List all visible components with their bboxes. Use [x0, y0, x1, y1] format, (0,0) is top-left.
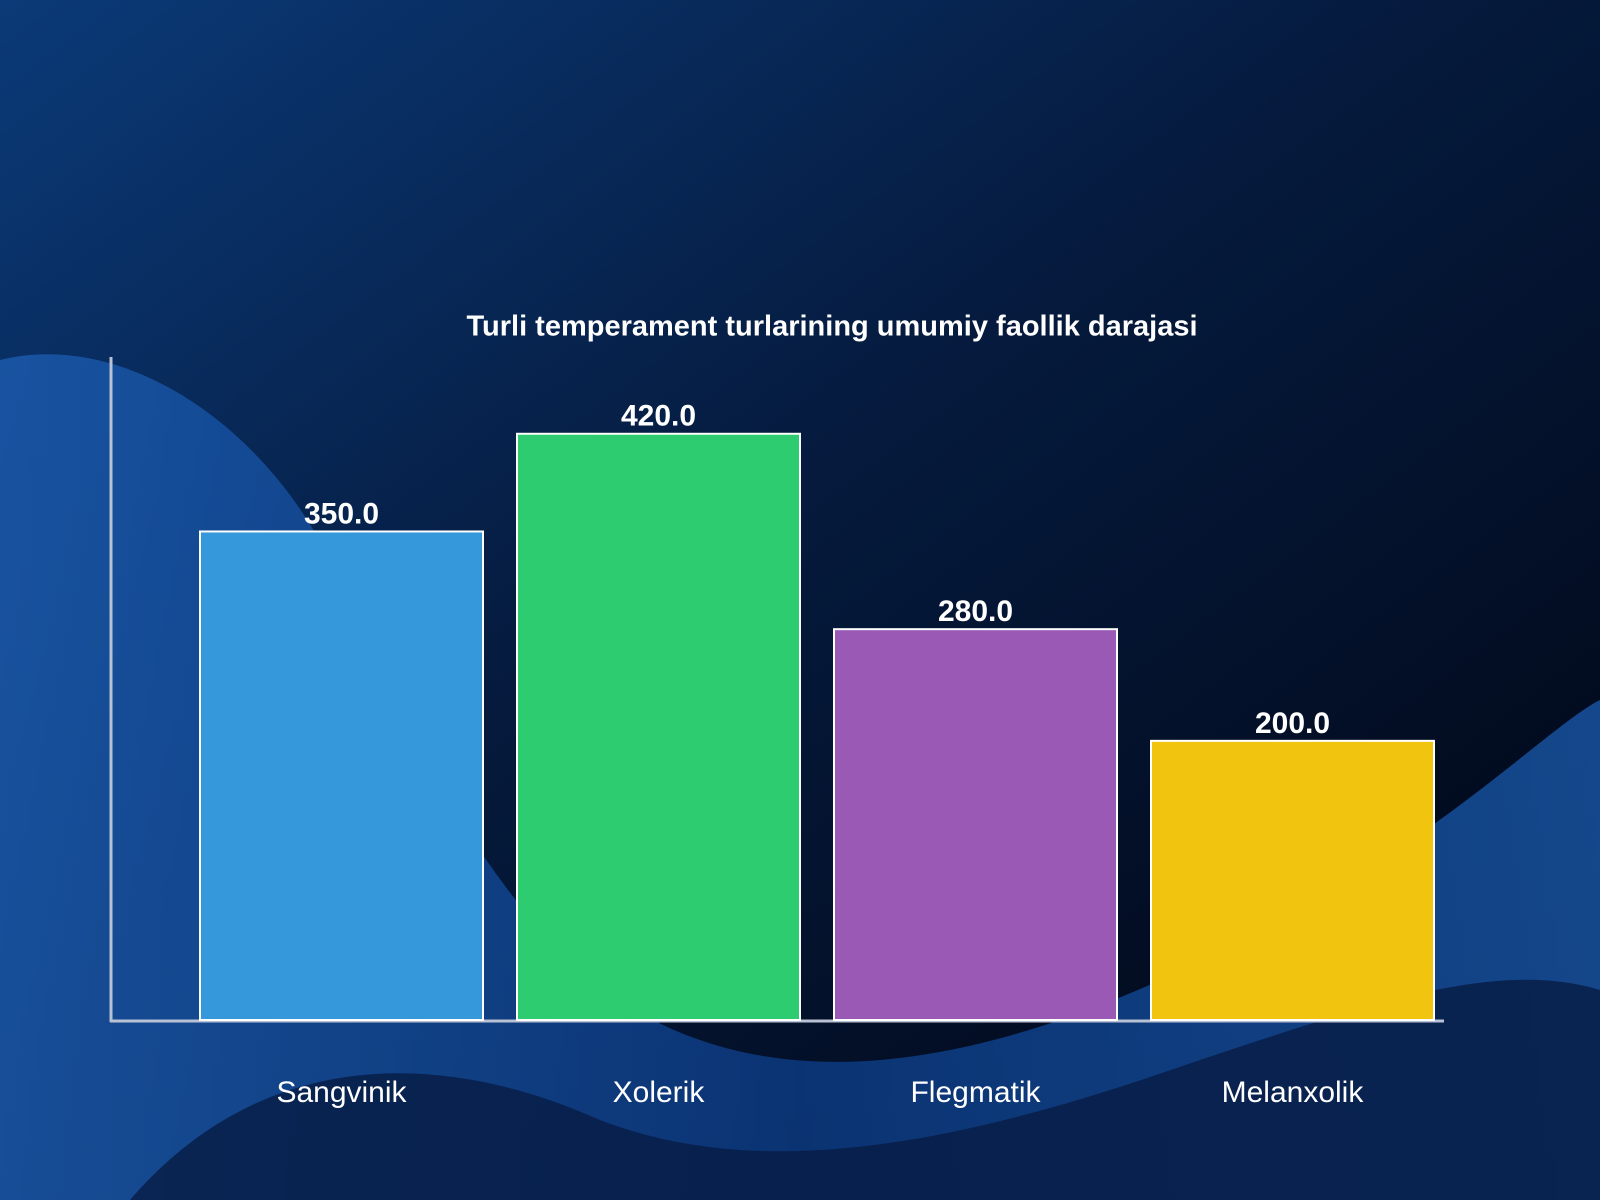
x-tick-label: Melanxolik [1222, 1076, 1365, 1109]
x-tick-label: Sangvinik [276, 1076, 407, 1109]
bar [1150, 739, 1435, 1021]
x-tick-label: Xolerik [613, 1076, 706, 1109]
bar [516, 432, 801, 1021]
background-wave [130, 979, 1600, 1200]
bar [199, 530, 484, 1021]
value-label: 420.0 [621, 400, 696, 433]
bar [833, 628, 1118, 1021]
x-tick-label: Flegmatik [910, 1076, 1041, 1109]
value-label: 200.0 [1255, 707, 1330, 740]
value-label: 350.0 [304, 497, 379, 530]
value-label: 280.0 [938, 595, 1013, 628]
chart-title: Turli temperament turlarining umumiy fao… [466, 311, 1197, 343]
